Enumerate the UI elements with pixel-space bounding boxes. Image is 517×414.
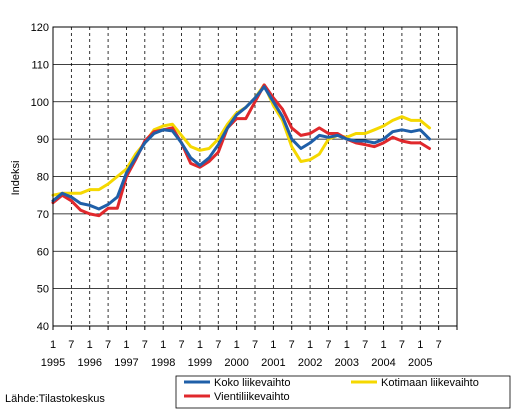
x-month-label: 7 [399,339,405,351]
x-month-label: 7 [252,339,258,351]
y-tick-label: 40 [37,321,49,333]
x-year-label: 1996 [77,357,101,369]
x-month-label: 7 [215,339,221,351]
x-month-label: 7 [105,339,111,351]
x-year-label: 1999 [188,357,212,369]
x-month-label: 7 [325,339,331,351]
x-month-label: 1 [234,339,240,351]
x-month-label: 1 [307,339,313,351]
x-month-label: 7 [68,339,74,351]
legend-label: Koko liikevaihto [214,377,290,389]
x-year-label: 1995 [41,357,65,369]
series-line [51,85,431,211]
y-tick-label: 50 [37,284,49,296]
y-tick-label: 80 [37,172,49,184]
legend-box [175,375,511,409]
x-month-label: 1 [197,339,203,351]
series-group [51,83,431,218]
x-month-label: 1 [417,339,423,351]
x-month-label: 1 [50,339,56,351]
x-month-label: 1 [123,339,129,351]
y-tick-label: 90 [37,134,49,146]
y-tick-label: 120 [31,22,49,34]
grid [53,26,457,327]
x-year-label: 2005 [408,357,432,369]
x-year-label: 2004 [371,357,395,369]
x-month-label: 7 [436,339,442,351]
x-year-label: 2003 [335,357,359,369]
x-month-label: 1 [160,339,166,351]
x-month-label: 1 [270,339,276,351]
source-note: Lähde:Tilastokeskus [5,393,105,405]
x-year-label: 2001 [261,357,285,369]
x-year-label: 1997 [114,357,138,369]
x-month-label: 7 [362,339,368,351]
x-month-label: 7 [142,339,148,351]
legend-label: Vientiliikevaihto [214,391,290,403]
legend-label: Kotimaan liikevaihto [381,377,479,389]
y-axis-title: Indeksi [10,161,22,196]
x-year-label: 2002 [298,357,322,369]
y-tick-label: 100 [31,97,49,109]
series-line [51,83,431,218]
x-year-label: 2000 [224,357,248,369]
y-tick-label: 110 [31,59,49,71]
x-month-label: 1 [87,339,93,351]
legend: Koko liikevaihto Kotimaan liikevaihto Vien… [175,375,511,409]
x-month-label: 1 [344,339,350,351]
x-month-label: 7 [178,339,184,351]
x-month-label: 7 [289,339,295,351]
x-month-label: 1 [380,339,386,351]
x-year-label: 1998 [151,357,175,369]
y-tick-label: 60 [37,246,49,258]
y-tick-label: 70 [37,209,49,221]
